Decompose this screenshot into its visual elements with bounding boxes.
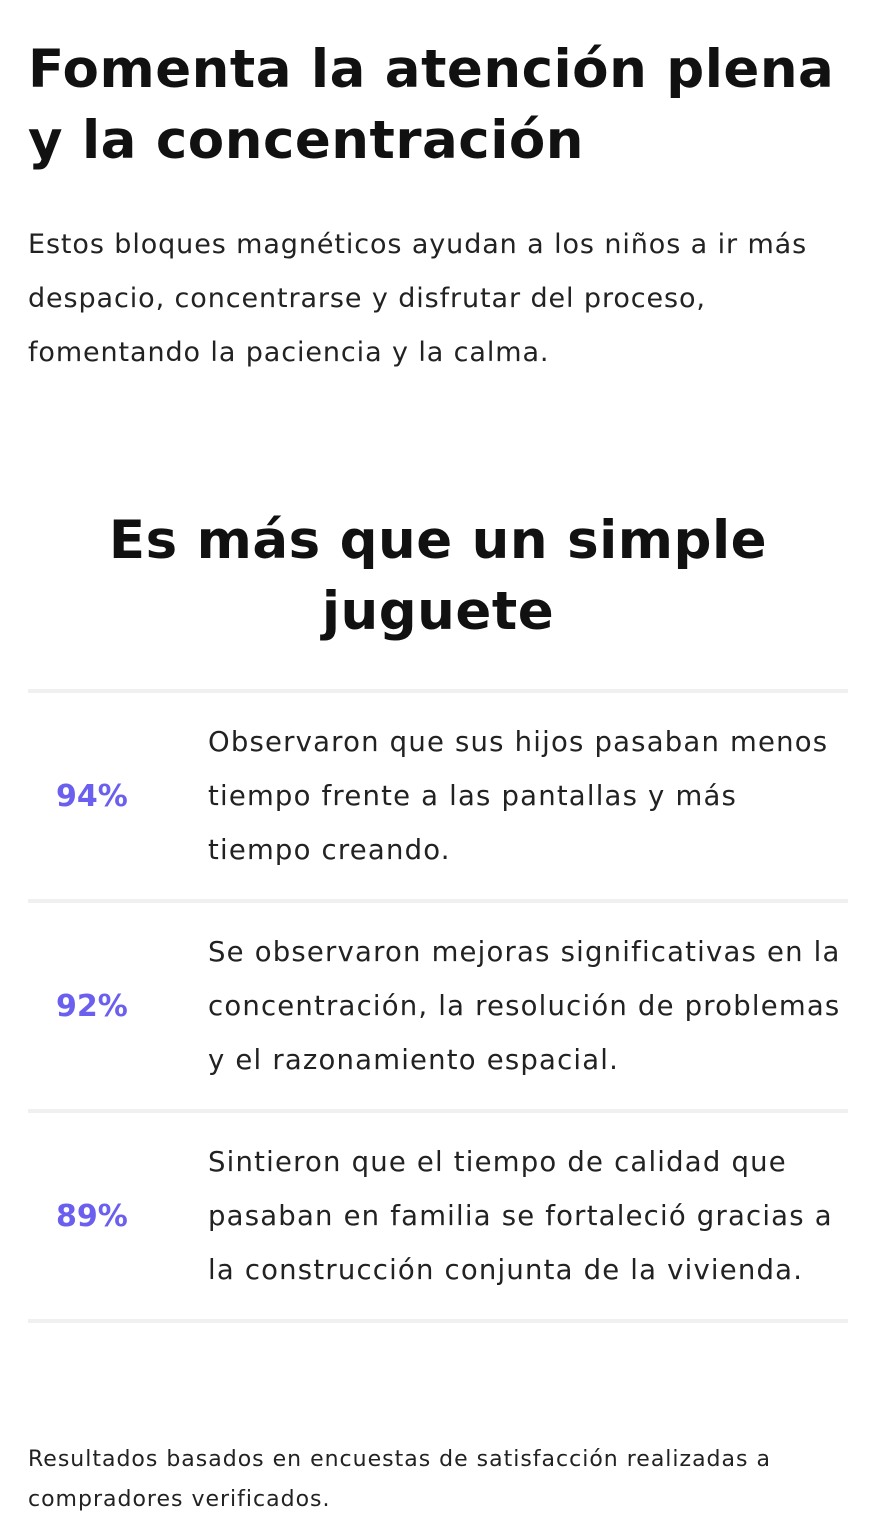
intro-paragraph: Estos bloques magnéticos ayudan a los ni…: [28, 229, 808, 368]
section-title: Es más que un simple juguete: [108, 510, 768, 642]
stat-percent: 92%: [56, 988, 128, 1024]
stat-row: 92% Se observaron mejoras significativas…: [28, 899, 848, 1109]
stat-row: 94% Observaron que sus hijos pasaban men…: [28, 689, 848, 899]
stats-list: 94% Observaron que sus hijos pasaban men…: [28, 689, 848, 1323]
stat-percent: 89%: [56, 1198, 128, 1234]
stat-text: Observaron que sus hijos pasaban menos t…: [208, 726, 829, 866]
page-heading: Fomenta la atención plena y la concentra…: [28, 39, 835, 171]
footnote: Resultados basados en encuestas de satis…: [28, 1447, 771, 1512]
stat-percent: 94%: [56, 778, 128, 814]
stat-text: Se observaron mejoras significativas en …: [208, 936, 841, 1076]
stat-row: 89% Sintieron que el tiempo de calidad q…: [28, 1109, 848, 1323]
stat-text: Sintieron que el tiempo de calidad que p…: [208, 1146, 833, 1286]
